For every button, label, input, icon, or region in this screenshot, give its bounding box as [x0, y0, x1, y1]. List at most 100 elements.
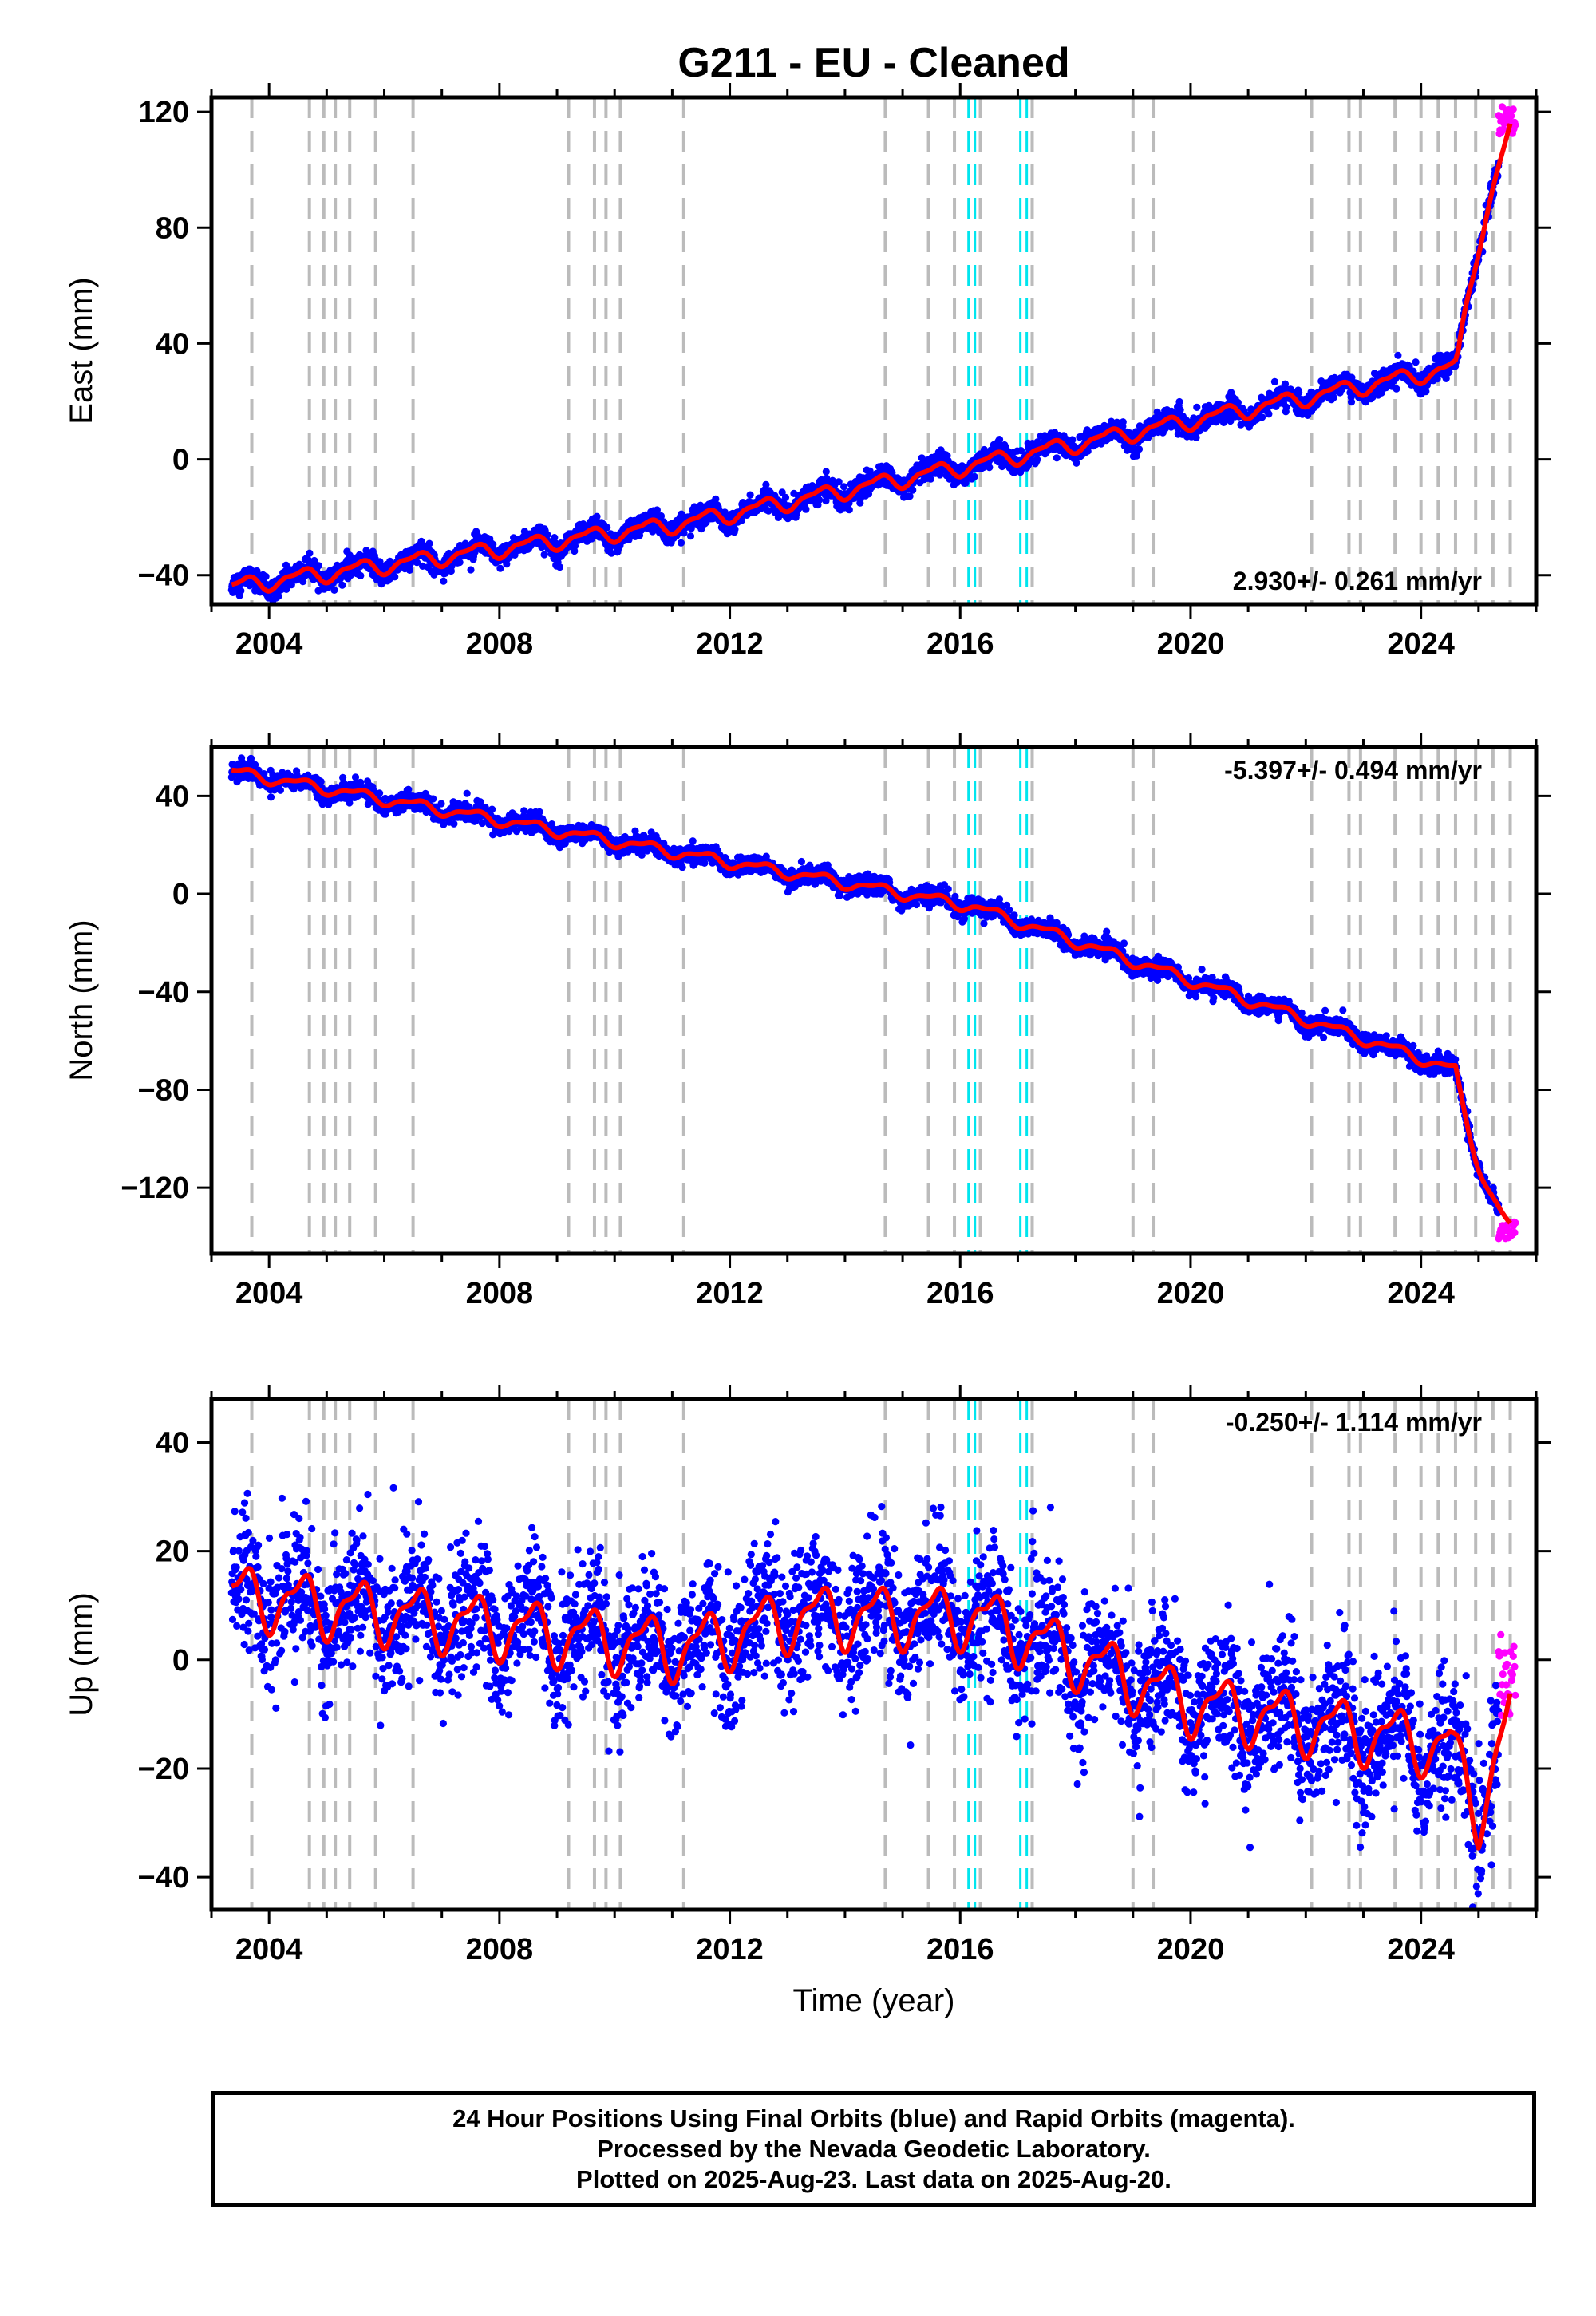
east-final-point [1175, 397, 1183, 406]
east-final-point [496, 564, 504, 572]
east-y-tick-label: −40 [138, 559, 189, 593]
east-final-point [1329, 393, 1337, 401]
north-final-point [429, 795, 437, 803]
north-panel: 2004 2008 2012 2016 2020 2024−120−80−40040Nor… [64, 733, 1551, 1310]
east-x-tick-label: 2020 [1157, 627, 1225, 661]
east-final-point [391, 573, 399, 581]
east-final-point [299, 578, 307, 586]
east-y-tick-label: 40 [156, 327, 189, 361]
east-final-point [1445, 368, 1453, 376]
east-final-point [571, 542, 579, 550]
east-final-point [822, 468, 830, 476]
east-final-point [1347, 398, 1356, 406]
east-final-point [1282, 403, 1290, 411]
east-final-point [413, 559, 421, 567]
east-final-point [1069, 436, 1077, 444]
east-plot-area [227, 97, 1519, 604]
east-final-point [840, 483, 848, 491]
east-final-point [593, 512, 601, 520]
north-final-point [689, 837, 697, 845]
east-final-point [543, 531, 551, 539]
east-final-point [419, 562, 427, 571]
east-final-point [1412, 358, 1420, 366]
east-x-tick-label: 2004 [235, 627, 303, 661]
east-final-point [1422, 388, 1430, 396]
east-final-point [802, 505, 810, 513]
east-final-point [275, 592, 282, 600]
east-final-point [330, 586, 338, 595]
east-final-point [845, 506, 853, 514]
east-final-point [986, 464, 994, 472]
east-final-point [425, 539, 433, 547]
east-final-point [1192, 433, 1200, 441]
east-x-tick-label: 2016 [926, 627, 994, 661]
east-final-point [1193, 403, 1201, 411]
east-final-point [1265, 410, 1273, 418]
east-final-point [677, 539, 685, 547]
east-x-tick-label: 2008 [466, 627, 534, 661]
east-final-point [306, 549, 314, 557]
east-final-point [970, 472, 978, 480]
north-final-point [520, 807, 528, 815]
east-final-point [653, 506, 662, 514]
east-model-line [230, 123, 1513, 594]
east-rapid-point [1507, 112, 1515, 120]
east-final-point [287, 581, 295, 589]
east-final-point [440, 577, 448, 585]
east-final-point [1176, 405, 1184, 414]
east-final-point [1270, 377, 1278, 385]
east-y-tick-label: 80 [156, 211, 189, 245]
north-final-point [535, 808, 543, 816]
east-final-point [456, 559, 464, 567]
east-final-point [1258, 413, 1266, 421]
east-final-point [926, 475, 934, 483]
figure-title: G211 - EU - Cleaned [678, 40, 1069, 86]
east-rapid-point [1511, 121, 1519, 129]
north-final-point [488, 805, 496, 813]
east-rate-label: 2.930+/- 0.261 mm/yr [1233, 567, 1482, 595]
north-final-point [267, 793, 275, 801]
east-final-point [607, 549, 615, 557]
east-final-point [405, 566, 413, 575]
east-final-point [1119, 418, 1127, 426]
north-final-point [463, 789, 471, 797]
east-final-point [1393, 385, 1400, 393]
east-final-point [314, 562, 322, 570]
east-final-point [731, 525, 739, 533]
east-panel: 2004 2008 2012 2016 2020 2024 −40 0 40 80 120 East … [64, 83, 1551, 661]
east-y-label: East (mm) [64, 277, 99, 424]
east-final-point [262, 572, 270, 581]
east-final-point [909, 486, 917, 494]
east-final-point [338, 581, 346, 589]
north-final-point [678, 864, 686, 871]
north-final-point [450, 820, 458, 828]
east-final-point [237, 587, 245, 595]
north-plot-area [227, 747, 1519, 1254]
north-final-point [317, 777, 325, 786]
east-final-point [314, 587, 322, 595]
east-frame [209, 95, 1539, 607]
north-final-point [437, 800, 445, 808]
north-final-point [405, 785, 413, 793]
east-final-point [489, 540, 497, 548]
east-final-point [1033, 456, 1041, 464]
east-y-tick-label: 0 [172, 444, 189, 477]
east-final-point [555, 563, 564, 571]
east-y-tick-label: 120 [139, 96, 189, 129]
east-final-point [781, 493, 790, 502]
east-final-point [1135, 445, 1144, 453]
east-rapid-point [1509, 105, 1517, 113]
north-final-point [376, 789, 384, 797]
east-final-point [357, 571, 365, 580]
east-final-point [686, 532, 695, 540]
east-final-point [1053, 454, 1061, 462]
east-x-tick-label: 2012 [696, 627, 764, 661]
east-final-point [657, 512, 666, 520]
north-final-point [276, 786, 284, 794]
east-final-point [995, 436, 1004, 444]
east-final-point [1394, 351, 1402, 359]
east-final-point [1295, 389, 1303, 397]
east-final-point [467, 566, 475, 574]
east-x-tick-label: 2024 [1387, 627, 1455, 661]
